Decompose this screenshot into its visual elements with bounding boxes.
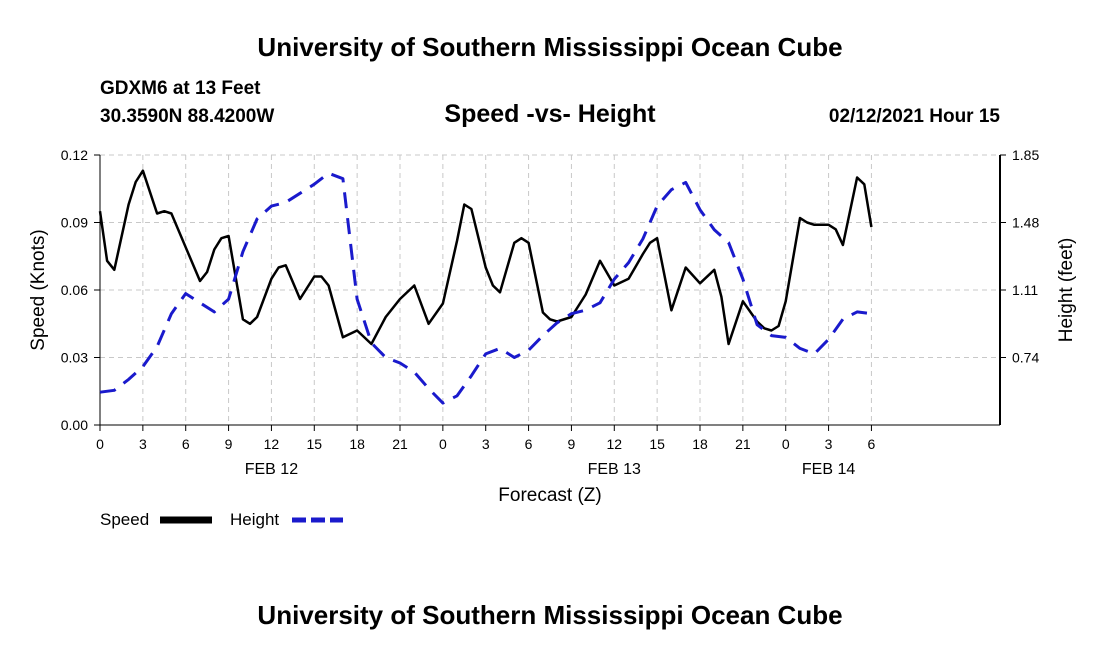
speed-series-line (98, 169, 873, 346)
x-tick-label: 0 (96, 436, 104, 452)
chart-subtitle: Speed -vs- Height (444, 100, 656, 128)
legend-height-label: Height (230, 510, 279, 529)
right-axis-title: Height (feet) (1056, 238, 1077, 343)
x-tick-label: 0 (782, 436, 790, 452)
x-tick-label: 6 (525, 436, 533, 452)
left-tick-label: 0.09 (61, 215, 88, 231)
left-tick-label: 0.12 (61, 147, 88, 163)
forecast-datetime: 02/12/2021 Hour 15 (828, 106, 1000, 127)
station-coords: 30.3590N 88.4200W (100, 106, 275, 127)
right-tick-label: 1.11 (1012, 282, 1038, 298)
x-tick-label: 0 (439, 436, 447, 452)
right-tick-label: 0.74 (1012, 350, 1039, 366)
x-tick-label: 15 (649, 436, 665, 452)
x-tick-label: 3 (825, 436, 833, 452)
left-axis-title: Speed (Knots) (28, 229, 49, 350)
x-tick-label: 21 (392, 436, 408, 452)
x-tick-label: 6 (868, 436, 876, 452)
station-name: GDXM6 at 13 Feet (100, 78, 261, 99)
top-title: University of Southern Mississippi Ocean… (257, 32, 843, 62)
x-tick-label: 12 (606, 436, 622, 452)
left-tick-label: 0.06 (61, 282, 88, 298)
right-tick-label: 1.85 (1012, 147, 1039, 163)
left-tick-label: 0.03 (61, 350, 88, 366)
date-label: FEB 13 (588, 461, 641, 478)
date-label: FEB 12 (245, 461, 298, 478)
x-tick-label: 21 (735, 436, 751, 452)
x-tick-label: 12 (264, 436, 280, 452)
x-tick-label: 9 (568, 436, 576, 452)
x-tick-label: 9 (225, 436, 233, 452)
x-tick-label: 15 (306, 436, 322, 452)
height-series-line (99, 171, 872, 405)
bottom-title: University of Southern Mississippi Ocean… (257, 600, 843, 630)
x-tick-label: 6 (182, 436, 190, 452)
x-tick-label: 3 (139, 436, 147, 452)
left-tick-label: 0.00 (61, 417, 88, 433)
right-tick-label: 1.48 (1012, 215, 1039, 231)
x-tick-label: 3 (482, 436, 490, 452)
date-label: FEB 14 (802, 461, 855, 478)
x-tick-label: 18 (349, 436, 365, 452)
legend-speed-label: Speed (100, 510, 149, 529)
x-axis-title: Forecast (Z) (498, 485, 601, 506)
x-tick-label: 18 (692, 436, 708, 452)
